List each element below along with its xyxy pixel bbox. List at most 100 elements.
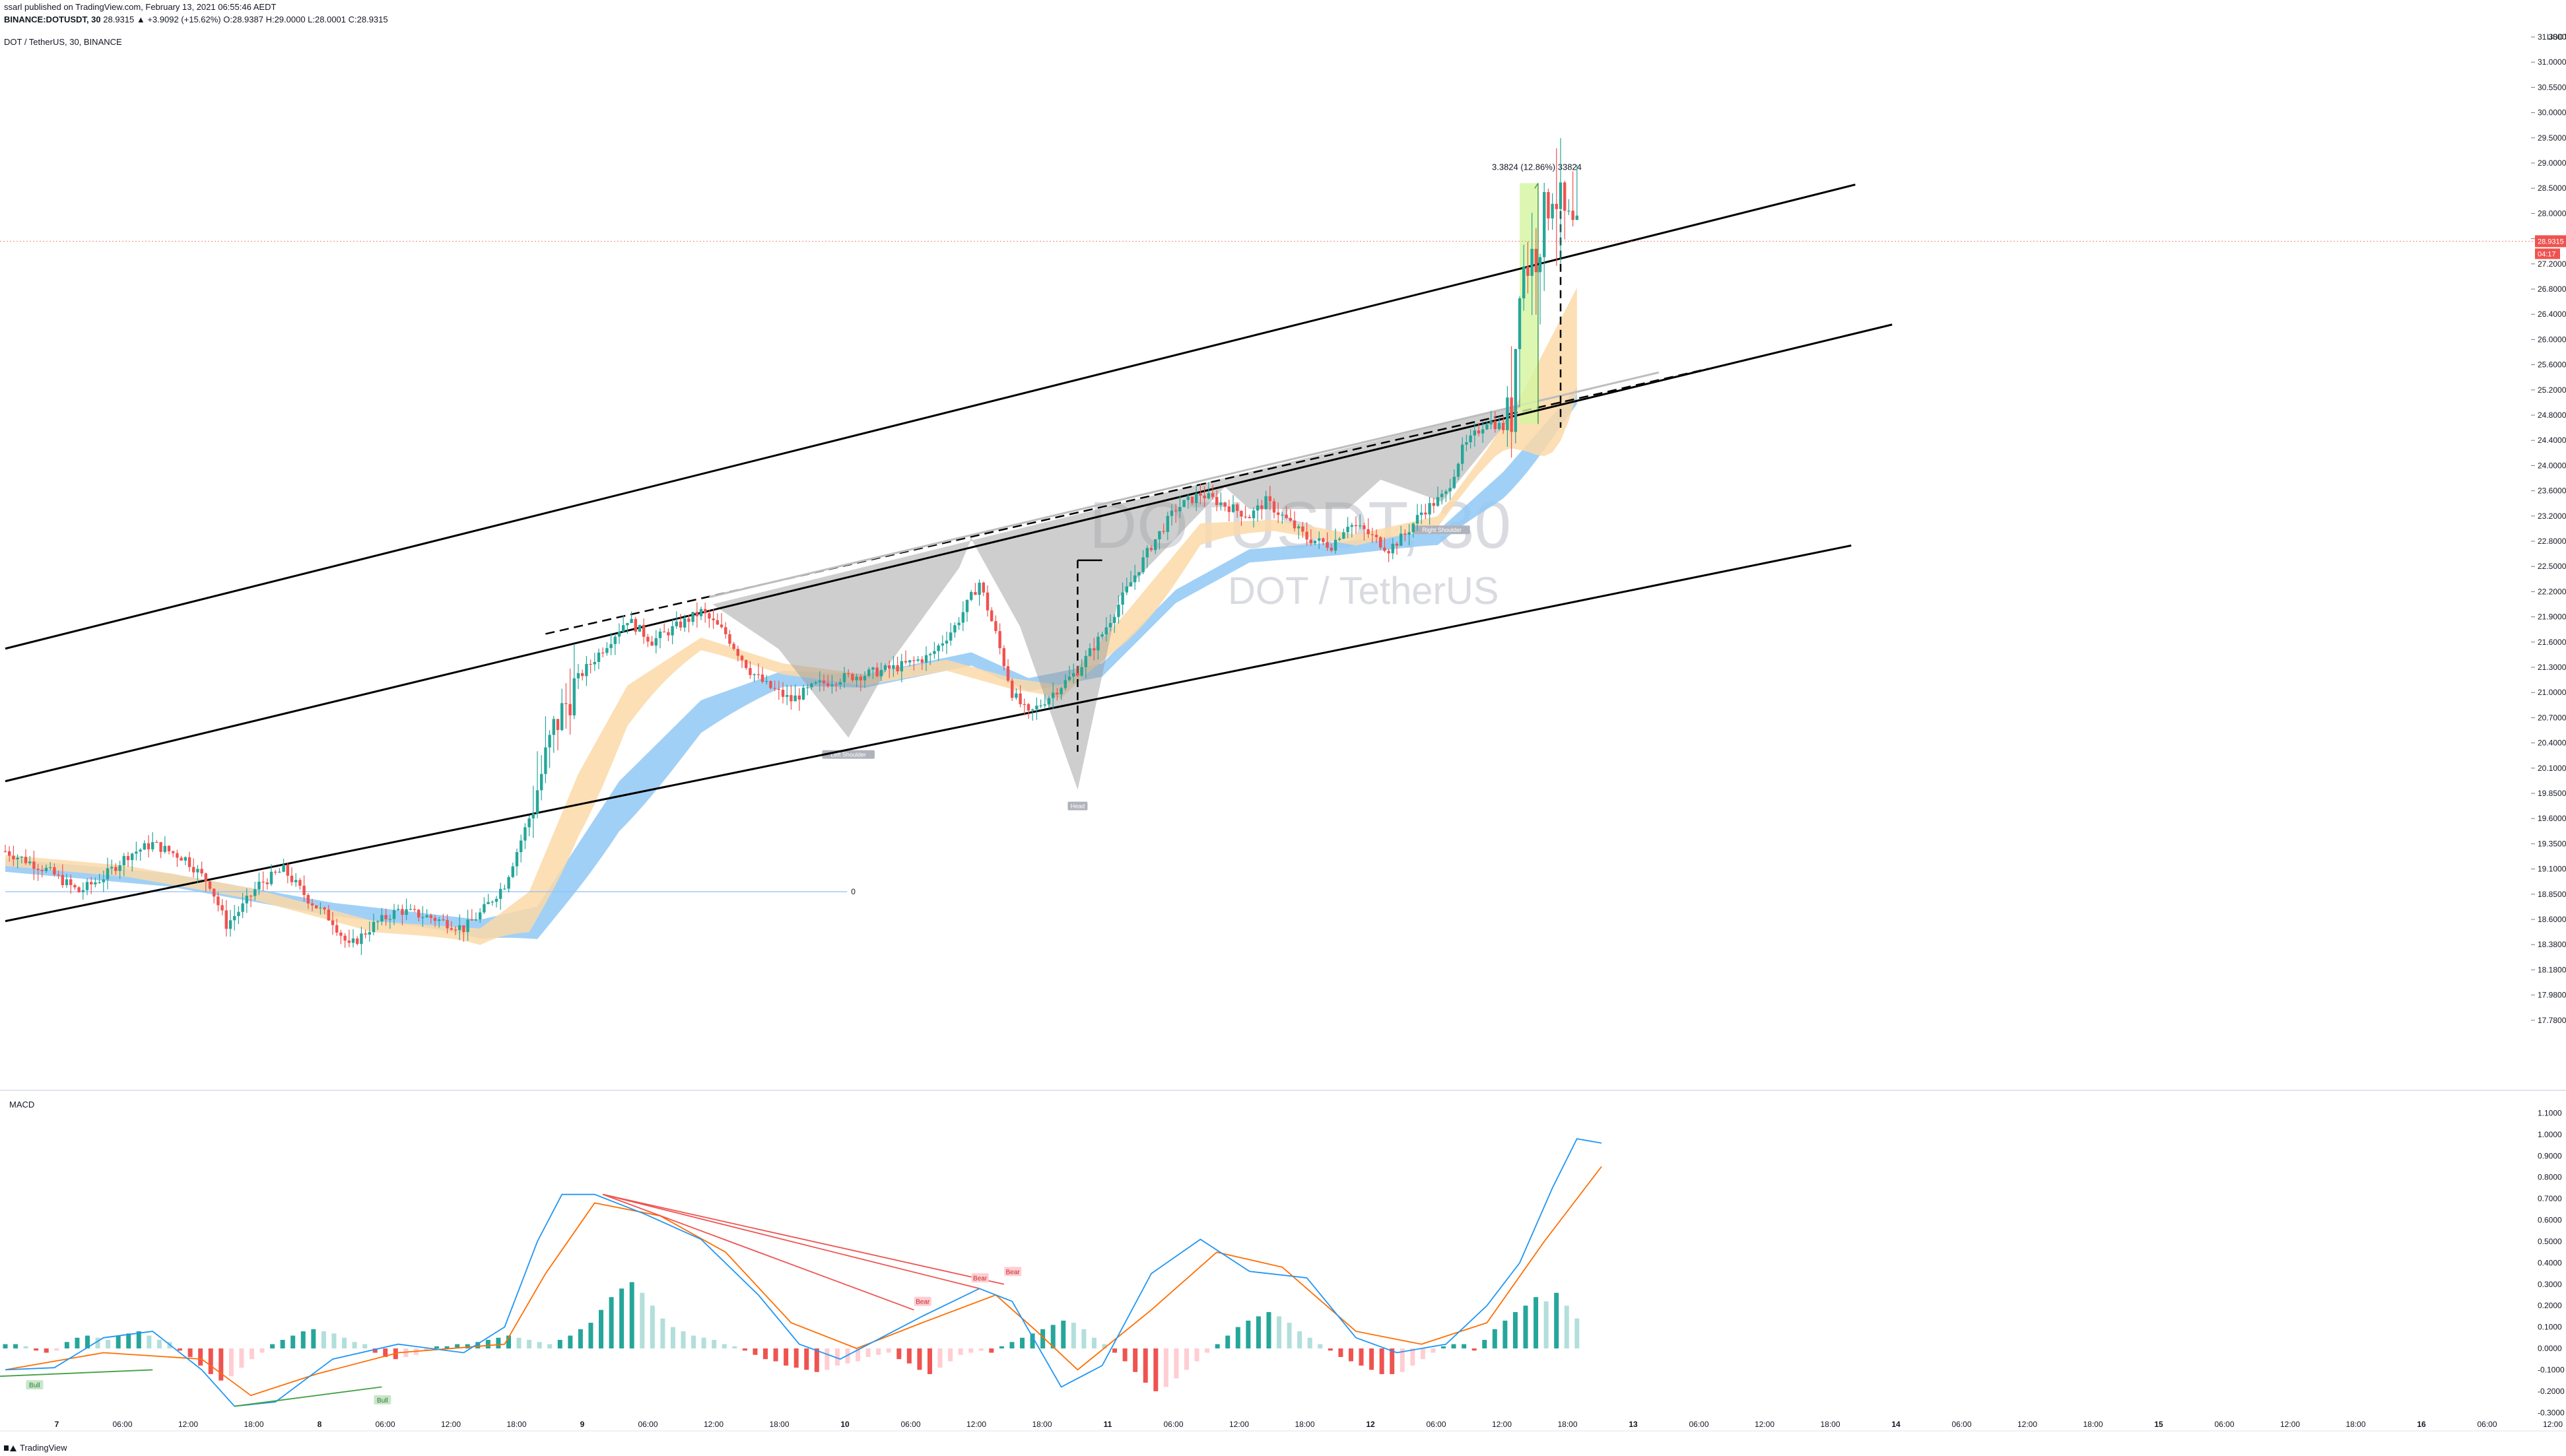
footer-brand: TradingView xyxy=(4,1443,67,1453)
macd-histogram-bar xyxy=(1543,1301,1549,1349)
price-tick-label: 23.6000 xyxy=(2538,486,2566,496)
countdown-tag-bg xyxy=(2535,248,2560,259)
macd-histogram-bar xyxy=(1451,1344,1456,1349)
macd-histogram-bar xyxy=(1163,1348,1168,1387)
price-tag: 28.9315 xyxy=(2538,238,2564,246)
price-axis[interactable]: 31.3000 31.0000 30.5500 30.0000 29.5000 29.00… xyxy=(2531,32,2566,1025)
macd-histogram-bar xyxy=(906,1348,912,1364)
macd-histogram-bar xyxy=(342,1337,347,1349)
macd-histogram-bar xyxy=(475,1342,481,1349)
candle xyxy=(302,885,306,896)
macd-histogram-bar xyxy=(208,1348,213,1374)
candle xyxy=(1444,491,1448,494)
candle xyxy=(1108,622,1112,628)
macd-histogram-bar xyxy=(1318,1344,1323,1349)
candle xyxy=(556,719,560,731)
candle xyxy=(851,674,854,680)
candle xyxy=(1056,692,1059,695)
candle xyxy=(241,903,244,912)
pane-title: DOT / TetherUS, 30, BINANCE xyxy=(4,37,122,47)
macd-tick-label: -0.2000 xyxy=(2538,1387,2565,1396)
macd-histogram-bar xyxy=(1471,1348,1477,1351)
macd-histogram-bar xyxy=(178,1348,183,1351)
price-tick-label: 24.8000 xyxy=(2538,411,2566,420)
candle xyxy=(801,687,805,700)
candle xyxy=(487,902,490,904)
macd-axis[interactable]: 1.1000 1.0000 0.9000 0.8000 0.7000 0.6000 0.50… xyxy=(2538,1108,2565,1417)
candle xyxy=(1407,532,1411,535)
time-tick-label: 06:00 xyxy=(375,1420,395,1429)
candle xyxy=(503,888,506,890)
fib-level-label: 0 xyxy=(851,887,856,896)
candle xyxy=(745,660,748,669)
candle xyxy=(172,851,175,853)
macd-histogram-bar xyxy=(23,1346,28,1349)
candle xyxy=(245,896,248,904)
candle xyxy=(634,618,637,632)
macd-histogram-bar xyxy=(147,1335,152,1349)
candle xyxy=(147,843,151,849)
price-tick-label: 19.1000 xyxy=(2538,865,2566,874)
candle xyxy=(879,669,883,677)
candle xyxy=(204,873,207,882)
candle xyxy=(712,618,715,620)
candle xyxy=(531,813,535,818)
macd-histogram-bar xyxy=(13,1344,18,1349)
published-info: ssarl published on TradingView.com, Febr… xyxy=(4,2,277,12)
candle xyxy=(683,618,687,628)
time-tick-label: 12 xyxy=(1366,1420,1375,1429)
macd-histogram-bar xyxy=(1574,1318,1580,1349)
ema-band-slow xyxy=(5,387,1577,939)
candle xyxy=(1309,539,1312,544)
candle xyxy=(1104,627,1108,635)
macd-histogram-bar xyxy=(516,1337,522,1349)
candle xyxy=(417,910,421,918)
candle xyxy=(425,915,428,917)
price-tick-label: 21.6000 xyxy=(2538,638,2566,647)
candle xyxy=(1432,503,1435,506)
price-tick-label: 28.5000 xyxy=(2538,183,2566,193)
time-tick-label: 06:00 xyxy=(1163,1420,1183,1429)
macd-histogram-bar xyxy=(845,1348,850,1364)
candle xyxy=(1559,182,1563,209)
time-tick-label: 12:00 xyxy=(1492,1420,1512,1429)
bear-label: Bear xyxy=(1006,1269,1021,1276)
candle xyxy=(1354,525,1358,527)
candle xyxy=(699,609,703,616)
candle xyxy=(200,869,203,874)
macd-tick-label: 0.7000 xyxy=(2538,1194,2562,1203)
time-tick-label: 12:00 xyxy=(1755,1420,1774,1429)
candle xyxy=(1575,215,1578,220)
candle xyxy=(1125,586,1128,593)
candle xyxy=(1248,517,1251,519)
macd-histogram-bar xyxy=(701,1337,706,1349)
candle xyxy=(196,869,199,873)
candle xyxy=(1297,526,1300,529)
candle xyxy=(1097,636,1100,651)
macd-histogram-bar xyxy=(311,1329,316,1349)
candle xyxy=(1510,397,1513,432)
price-pane[interactable]: 0 Left Shoulder Head Right Shoulder 3.3824 (… xyxy=(0,138,2566,1432)
candle xyxy=(1047,698,1051,705)
time-axis[interactable]: 7 06:00 12:00 18:00 8 06:00 12:00 18:00 9 06:00 12… xyxy=(55,1420,2563,1429)
candle xyxy=(69,879,73,885)
price-tick-label: 24.4000 xyxy=(2538,436,2566,445)
time-tick-label: 12:00 xyxy=(441,1420,461,1429)
candle xyxy=(220,905,224,911)
candle xyxy=(94,882,97,884)
candle xyxy=(135,851,138,854)
candle xyxy=(593,661,596,665)
candle xyxy=(1100,634,1104,637)
candle xyxy=(978,582,981,595)
price-tick-label: 29.5000 xyxy=(2538,133,2566,143)
macd-histogram-bar xyxy=(1184,1348,1189,1370)
candle xyxy=(1080,667,1083,676)
candle xyxy=(646,636,650,642)
time-tick-label: 18:00 xyxy=(506,1420,526,1429)
candle xyxy=(384,915,388,919)
macd-histogram-bar xyxy=(1205,1348,1210,1353)
macd-histogram-bar xyxy=(1369,1348,1374,1370)
macd-pane[interactable]: Bull Bull Bear Bear Bear xyxy=(0,1138,1602,1407)
price-tick-label: 30.0000 xyxy=(2538,108,2566,117)
